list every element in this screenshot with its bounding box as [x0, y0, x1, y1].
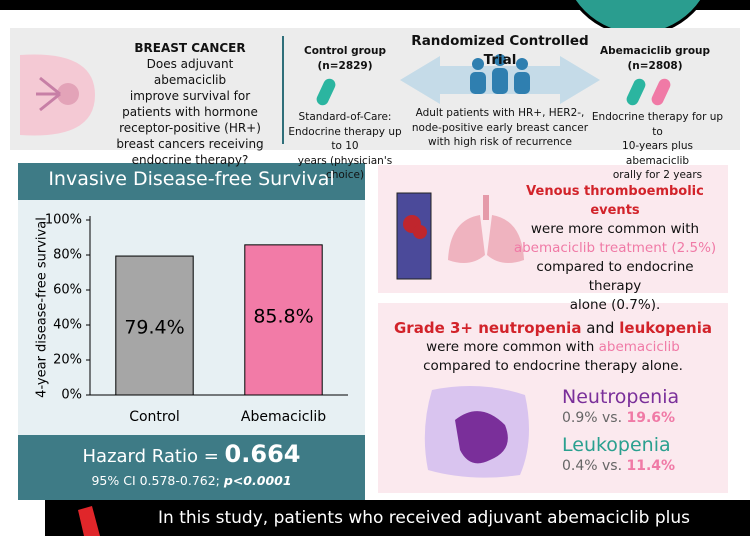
- treatment-line: orally for 2 years: [612, 169, 703, 181]
- stat-control: 0.9% vs.: [562, 410, 623, 426]
- hazard-label: Hazard Ratio =: [82, 446, 219, 467]
- control-group: Control group (n=2829): [285, 44, 405, 73]
- group-name: Control group: [304, 45, 386, 57]
- y-tick-label: 40%: [53, 318, 82, 333]
- header-title: BREAST CANCER: [134, 41, 246, 55]
- treatment-line: 10-years plus abemaciclib: [622, 140, 693, 167]
- hazard-panel: [18, 435, 365, 500]
- lungs-icon: [448, 195, 524, 264]
- question-line: receptor-positive (HR+): [119, 121, 261, 135]
- ci-line: 95% CI 0.578-0.762; p<0.0001: [18, 471, 365, 491]
- vte-line: abemaciclib treatment (2.5%): [513, 240, 717, 256]
- chart-header: [18, 163, 365, 200]
- trial-panel: [10, 28, 740, 150]
- line-part: were more common with: [426, 339, 595, 355]
- vte-line: alone (0.7%).: [569, 297, 661, 313]
- vte-text: Venous thromboembolic events were more c…: [510, 182, 720, 315]
- control-treatment: Standard-of-Care: Endocrine therapy up t…: [285, 110, 405, 183]
- group-n: (n=2808): [627, 59, 683, 72]
- chart-title: Invasive Disease-free Survival: [48, 168, 335, 190]
- conclusion: In this study, patients who received adj…: [158, 508, 691, 528]
- breast-icon: [20, 54, 95, 136]
- question-line: endocrine therapy?: [131, 153, 249, 167]
- stat-name: Leukopenia: [562, 434, 671, 456]
- treatment-line: Endocrine therapy for up to: [591, 111, 724, 138]
- stat-values: 0.9% vs. 19.6%: [562, 410, 722, 426]
- bar: [115, 255, 194, 396]
- neutropenia-text: Grade 3+ neutropenia and leukopenia were…: [378, 318, 728, 376]
- cell-icon: [424, 386, 529, 478]
- neutropenia-stats: Neutropenia 0.9% vs. 19.6% Leukopenia 0.…: [562, 386, 722, 474]
- warning-icon: [78, 506, 100, 536]
- y-tick-label: 20%: [53, 353, 82, 368]
- people-icon: [470, 54, 530, 94]
- stat-name: Neutropenia: [562, 386, 680, 408]
- abemaciclib-treatment: Endocrine therapy for up to 10-years plu…: [590, 110, 725, 183]
- vte-line: were more common with: [530, 221, 700, 237]
- population: Adult patients with HR+, HER2-, node-pos…: [405, 106, 595, 150]
- abemaciclib-group: Abemaciclib group (n=2808): [595, 44, 715, 73]
- y-axis-label: 4-year disease-free survival: [35, 217, 50, 398]
- line-part: abemaciclib: [598, 339, 680, 355]
- group-name: Abemaciclib group: [599, 45, 711, 57]
- hazard-value: 0.664: [224, 440, 301, 468]
- question-line: patients with hormone: [122, 105, 258, 119]
- divider: [282, 36, 284, 144]
- top-bar: [0, 0, 750, 10]
- stat-abemaciclib: 11.4%: [626, 458, 676, 474]
- p-value: p<0.0001: [223, 473, 292, 488]
- neutropenia-line: compared to endocrine therapy alone.: [423, 358, 683, 374]
- group-n: (n=2829): [317, 59, 373, 72]
- bar: [244, 244, 323, 396]
- treatment-line: Endocrine therapy up to 10: [288, 125, 402, 153]
- header: BREAST CANCER Does adjuvant abemaciclib …: [115, 40, 265, 168]
- y-tick-label: 60%: [53, 283, 82, 298]
- headline-part: Grade 3+ neutropenia: [394, 319, 582, 337]
- treatment-line: years (physician's choice): [297, 154, 393, 182]
- neutropenia-line: were more common with abemaciclib: [378, 338, 728, 357]
- question-line: improve survival for: [129, 89, 251, 103]
- vte-panel: [378, 165, 728, 293]
- headline-part: leukopenia: [619, 319, 712, 337]
- question-line: Does adjuvant abemaciclib: [146, 57, 234, 87]
- x-tick-label: Abemaciclib: [241, 409, 326, 425]
- y-tick-label: 100%: [45, 213, 82, 228]
- stat-abemaciclib: 19.6%: [626, 410, 676, 426]
- capsule-icon: [316, 78, 671, 106]
- y-tick-label: 0%: [61, 388, 82, 403]
- ci: 95% CI 0.578-0.762;: [91, 473, 220, 488]
- population-line: node-positive early breast cancer: [411, 121, 589, 134]
- hazard: Hazard Ratio = 0.664 95% CI 0.578-0.762;…: [18, 440, 365, 491]
- vte-headline: Venous thromboembolic events: [526, 184, 704, 218]
- treatment-line: Standard-of-Care:: [298, 111, 392, 123]
- x-tick-label: Control: [129, 409, 180, 425]
- population-line: with high risk of recurrence: [428, 136, 572, 148]
- vte-line: compared to endocrine therapy: [536, 259, 694, 294]
- bottom-band: [45, 500, 750, 536]
- stat-control: 0.4% vs.: [562, 458, 623, 474]
- trial-title: Randomized Controlled Trial: [411, 33, 589, 68]
- stat-values: 0.4% vs. 11.4%: [562, 458, 722, 474]
- question-line: breast cancers receiving: [116, 137, 264, 151]
- vein-icon: [396, 192, 432, 280]
- y-tick-label: 80%: [53, 248, 82, 263]
- value-label: 79.4%: [124, 317, 184, 339]
- neutropenia-headline: Grade 3+ neutropenia and leukopenia: [378, 318, 728, 338]
- headline-part: and: [586, 319, 615, 337]
- hazard-line: Hazard Ratio = 0.664: [18, 440, 365, 471]
- population-line: Adult patients with HR+, HER2-,: [415, 107, 585, 119]
- value-label: 85.8%: [253, 305, 313, 327]
- bar-chart: 4-year disease-free survival 0% 20% 40% 60% 8…: [35, 213, 348, 425]
